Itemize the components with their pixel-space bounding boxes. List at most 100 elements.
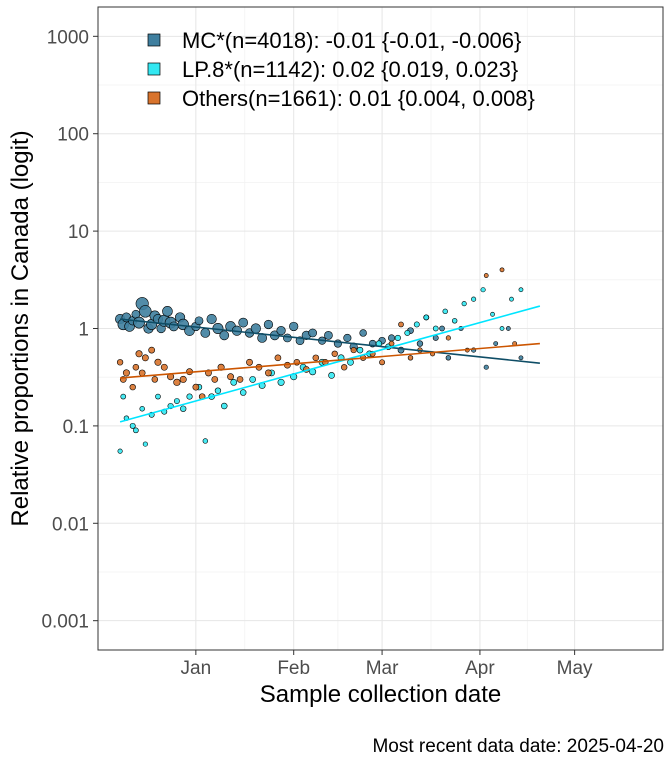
data-point-series-1: [404, 330, 411, 336]
data-point-series-0: [308, 328, 317, 338]
data-point-series-2: [116, 359, 124, 366]
data-point-series-2: [499, 267, 505, 273]
x-tick-label: Mar: [366, 658, 399, 679]
data-point-series-2: [227, 373, 234, 381]
y-tick-label: 0.01: [52, 514, 89, 535]
data-point-series-1: [180, 405, 187, 412]
legend: MC*(n=4018): -0.01 {-0.01, -0.006} LP.8*(…: [147, 28, 535, 111]
data-point-series-1: [328, 372, 335, 379]
x-axis-label: Sample collection date: [260, 681, 501, 708]
data-point-series-1: [120, 393, 127, 400]
data-point-series-0: [439, 325, 445, 332]
data-point-series-0: [263, 319, 274, 330]
data-point-series-1: [186, 393, 193, 400]
axes: 0.001 0.01 0.1 1 10 100 1000 Jan Feb Mar Apr May: [41, 27, 593, 679]
legend-label-2: Others(n=1661): 0.01 {0.004, 0.008}: [182, 86, 535, 111]
x-tick-label: Feb: [277, 658, 310, 679]
data-point-series-1: [155, 393, 161, 400]
data-point-series-2: [265, 369, 272, 377]
fit-line-series-0: [120, 318, 540, 365]
data-point-series-1: [518, 287, 524, 293]
data-point-series-2: [135, 350, 143, 358]
data-points: [115, 267, 524, 454]
data-point-series-2: [483, 273, 489, 278]
data-point-series-0: [219, 330, 230, 341]
data-point-series-1: [142, 441, 148, 447]
data-point-series-1: [509, 296, 514, 302]
legend-swatch-0: [147, 33, 161, 47]
data-point-series-0: [162, 306, 173, 317]
y-axis-label: Relative proportions in Canada (logit): [7, 130, 34, 526]
data-point-series-1: [139, 406, 145, 412]
y-tick-label: 1: [78, 320, 89, 341]
data-point-series-0: [445, 355, 452, 361]
data-point-series-2: [138, 369, 146, 377]
data-point-series-0: [133, 316, 145, 329]
data-point-series-1: [277, 378, 285, 386]
data-point-series-0: [194, 316, 204, 326]
data-point-series-0: [416, 340, 424, 347]
data-point-series-0: [343, 333, 352, 342]
data-point-series-0: [324, 331, 333, 340]
data-point-series-2: [154, 358, 162, 366]
data-point-series-0: [200, 328, 211, 338]
data-point-series-2: [141, 354, 149, 362]
data-point-series-2: [274, 354, 282, 362]
data-point-series-2: [407, 355, 414, 361]
data-point-series-1: [394, 334, 401, 341]
data-point-series-1: [442, 308, 448, 315]
data-point-series-0: [289, 321, 299, 332]
data-point-series-1: [356, 346, 364, 354]
y-tick-label: 1000: [47, 27, 89, 48]
data-point-series-0: [388, 334, 396, 342]
data-point-series-2: [148, 346, 155, 354]
data-point-series-0: [359, 329, 367, 337]
y-tick-label: 100: [57, 125, 89, 146]
data-point-series-1: [230, 379, 238, 386]
data-point-series-2: [445, 335, 451, 341]
data-point-series-0: [206, 313, 217, 325]
footnote: Most recent data date: 2025-04-20: [372, 736, 664, 757]
fit-lines: [119, 305, 541, 423]
data-point-series-2: [173, 378, 181, 386]
data-point-series-1: [347, 358, 354, 366]
data-point-series-1: [249, 376, 257, 383]
data-point-series-0: [493, 341, 499, 346]
data-point-series-2: [331, 350, 338, 357]
data-point-series-0: [250, 323, 261, 334]
x-tick-label: May: [557, 658, 593, 679]
data-point-series-2: [211, 376, 219, 383]
data-point-series-1: [480, 287, 486, 293]
data-point-series-1: [214, 387, 222, 394]
data-point-series-1: [413, 321, 420, 328]
x-tick-label: Jan: [181, 658, 212, 679]
data-point-series-0: [483, 364, 489, 370]
data-point-series-1: [461, 301, 467, 307]
data-point-series-2: [388, 340, 395, 347]
data-point-series-1: [129, 422, 136, 429]
legend-label-1: LP.8*(n=1142): 0.02 {0.019, 0.023}: [182, 57, 518, 82]
data-point-series-0: [168, 321, 179, 332]
data-point-series-0: [276, 326, 286, 336]
data-point-series-1: [471, 296, 477, 302]
data-point-series-0: [505, 326, 511, 331]
data-point-series-2: [160, 363, 168, 371]
data-point-series-0: [139, 305, 152, 318]
data-point-series-1: [202, 438, 209, 444]
data-point-series-1: [490, 311, 495, 317]
data-point-series-1: [173, 398, 180, 404]
fit-line-series-2: [120, 342, 540, 379]
y-tick-label: 10: [68, 222, 89, 243]
legend-swatch-1: [147, 62, 161, 76]
x-tick-label: Apr: [465, 658, 495, 679]
data-point-series-2: [129, 383, 136, 391]
data-point-series-2: [236, 376, 244, 383]
data-point-series-2: [122, 369, 130, 377]
data-point-series-2: [341, 364, 348, 371]
data-point-series-1: [423, 314, 430, 321]
data-point-series-2: [312, 354, 320, 362]
data-point-series-1: [117, 448, 123, 454]
data-point-series-1: [133, 427, 139, 434]
